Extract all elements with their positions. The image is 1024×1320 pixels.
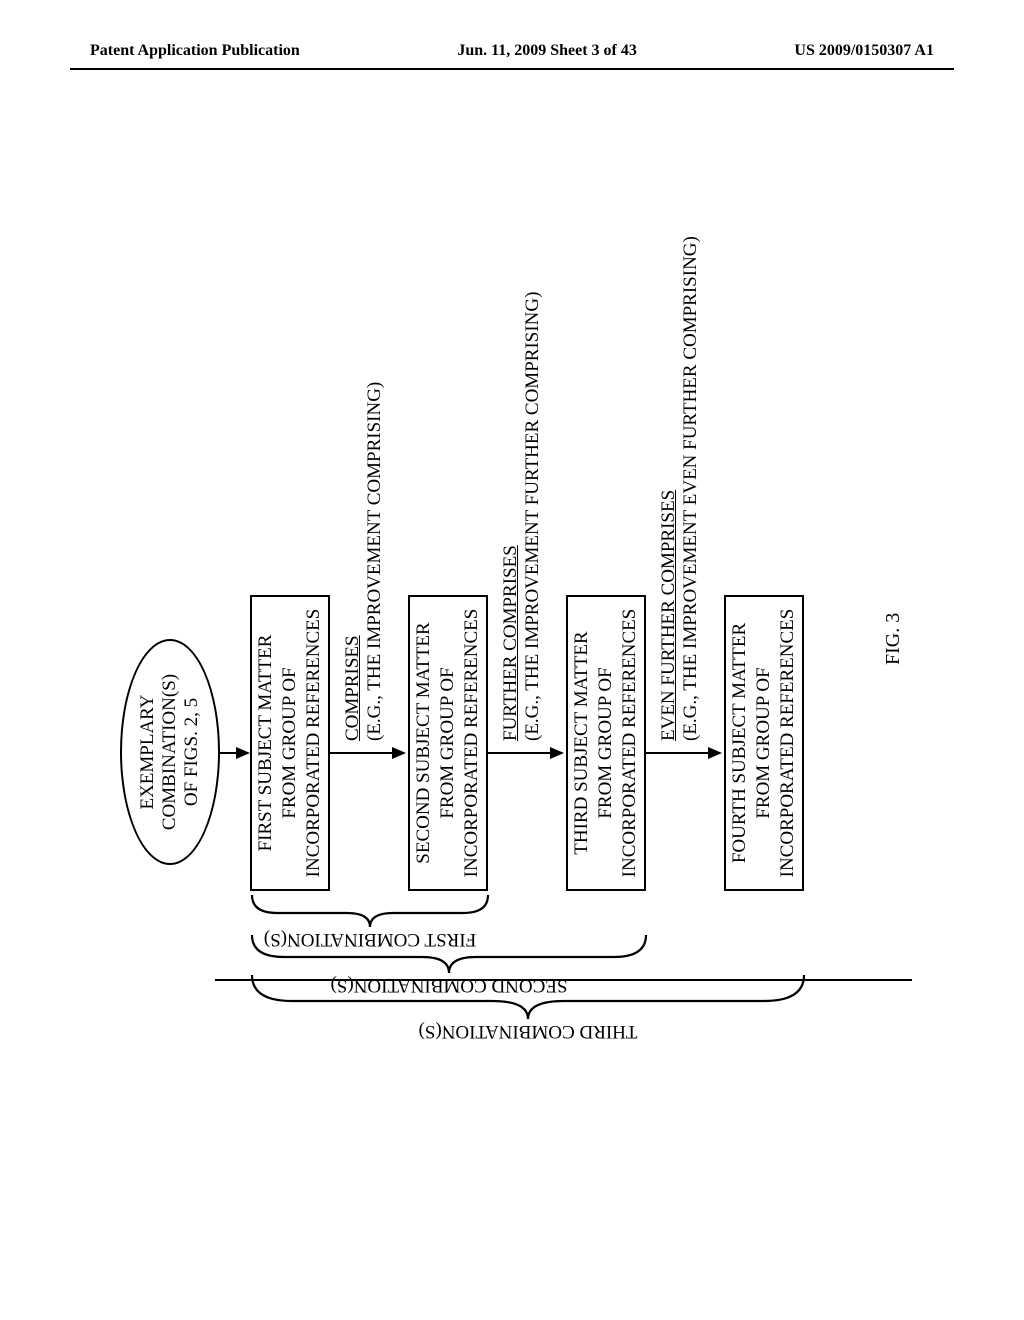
second-combo-text: SECOND COMBINATION(S) (331, 975, 568, 996)
connector-even-further-comprises: EVEN FURTHER COMPRISES (E.G., THE IMPROV… (658, 236, 702, 741)
third-combo-text: THIRD COMBINATION(S) (418, 1021, 637, 1042)
c3-u: EVEN FURTHER COMPRISES (658, 490, 679, 741)
box-fourth-subject: FOURTH SUBJECT MATTER FROM GROUP OF INCO… (724, 595, 804, 891)
c1-r: (E.G., THE IMPROVEMENT COMPRISING) (364, 382, 385, 741)
b1-l2: FROM GROUP OF (278, 667, 302, 818)
c2-u: FURTHER COMPRISES (500, 545, 521, 741)
b4-l3: INCORPORATED REFERENCES (776, 609, 800, 878)
ellipse-line3: OF FIGS. 2, 5 (181, 698, 203, 806)
c3-r: (E.G., THE IMPROVEMENT EVEN FURTHER COMP… (680, 236, 701, 741)
b1-l3: INCORPORATED REFERENCES (302, 609, 326, 878)
c2-r: (E.G., THE IMPROVEMENT FURTHER COMPRISIN… (522, 292, 543, 741)
figure-caption: FIG. 3 (882, 613, 905, 665)
connector-comprises: COMPRISES (E.G., THE IMPROVEMENT COMPRIS… (342, 382, 386, 741)
ellipse-line2: COMBINATION(S) (159, 674, 181, 830)
box-second-subject: SECOND SUBJECT MATTER FROM GROUP OF INCO… (408, 595, 488, 891)
header-center: Jun. 11, 2009 Sheet 3 of 43 (457, 42, 637, 60)
page-header: Patent Application Publication Jun. 11, … (0, 42, 1024, 60)
b3-l2: FROM GROUP OF (594, 667, 618, 818)
ellipse-exemplary-combinations: EXEMPLARY COMBINATION(S) OF FIGS. 2, 5 (120, 639, 220, 865)
label-first-combination: FIRST COMBINATION(S) (264, 928, 476, 950)
c1-u: COMPRISES (342, 635, 363, 741)
b2-l2: FROM GROUP OF (436, 667, 460, 818)
fig-caption-text: FIG. 3 (882, 613, 904, 665)
label-second-combination: SECOND COMBINATION(S) (331, 974, 568, 996)
b4-l2: FROM GROUP OF (752, 667, 776, 818)
first-combo-text: FIRST COMBINATION(S) (264, 929, 476, 950)
b2-l1: SECOND SUBJECT MATTER (412, 622, 436, 863)
header-left: Patent Application Publication (90, 42, 300, 60)
b2-l3: INCORPORATED REFERENCES (460, 609, 484, 878)
b3-l1: THIRD SUBJECT MATTER (570, 631, 594, 854)
figure-viewport: EXEMPLARY COMBINATION(S) OF FIGS. 2, 5 F… (92, 135, 922, 1135)
box-first-subject: FIRST SUBJECT MATTER FROM GROUP OF INCOR… (250, 595, 330, 891)
header-right: US 2009/0150307 A1 (794, 42, 934, 60)
label-third-combination: THIRD COMBINATION(S) (418, 1020, 637, 1042)
b3-l3: INCORPORATED REFERENCES (618, 609, 642, 878)
figure-scene: EXEMPLARY COMBINATION(S) OF FIGS. 2, 5 F… (92, 135, 922, 1135)
header-rule (70, 68, 954, 70)
b4-l1: FOURTH SUBJECT MATTER (728, 623, 752, 863)
box-third-subject: THIRD SUBJECT MATTER FROM GROUP OF INCOR… (566, 595, 646, 891)
ellipse-line1: EXEMPLARY (137, 694, 159, 809)
b1-l1: FIRST SUBJECT MATTER (254, 635, 278, 852)
connector-further-comprises: FURTHER COMPRISES (E.G., THE IMPROVEMENT… (500, 292, 544, 741)
